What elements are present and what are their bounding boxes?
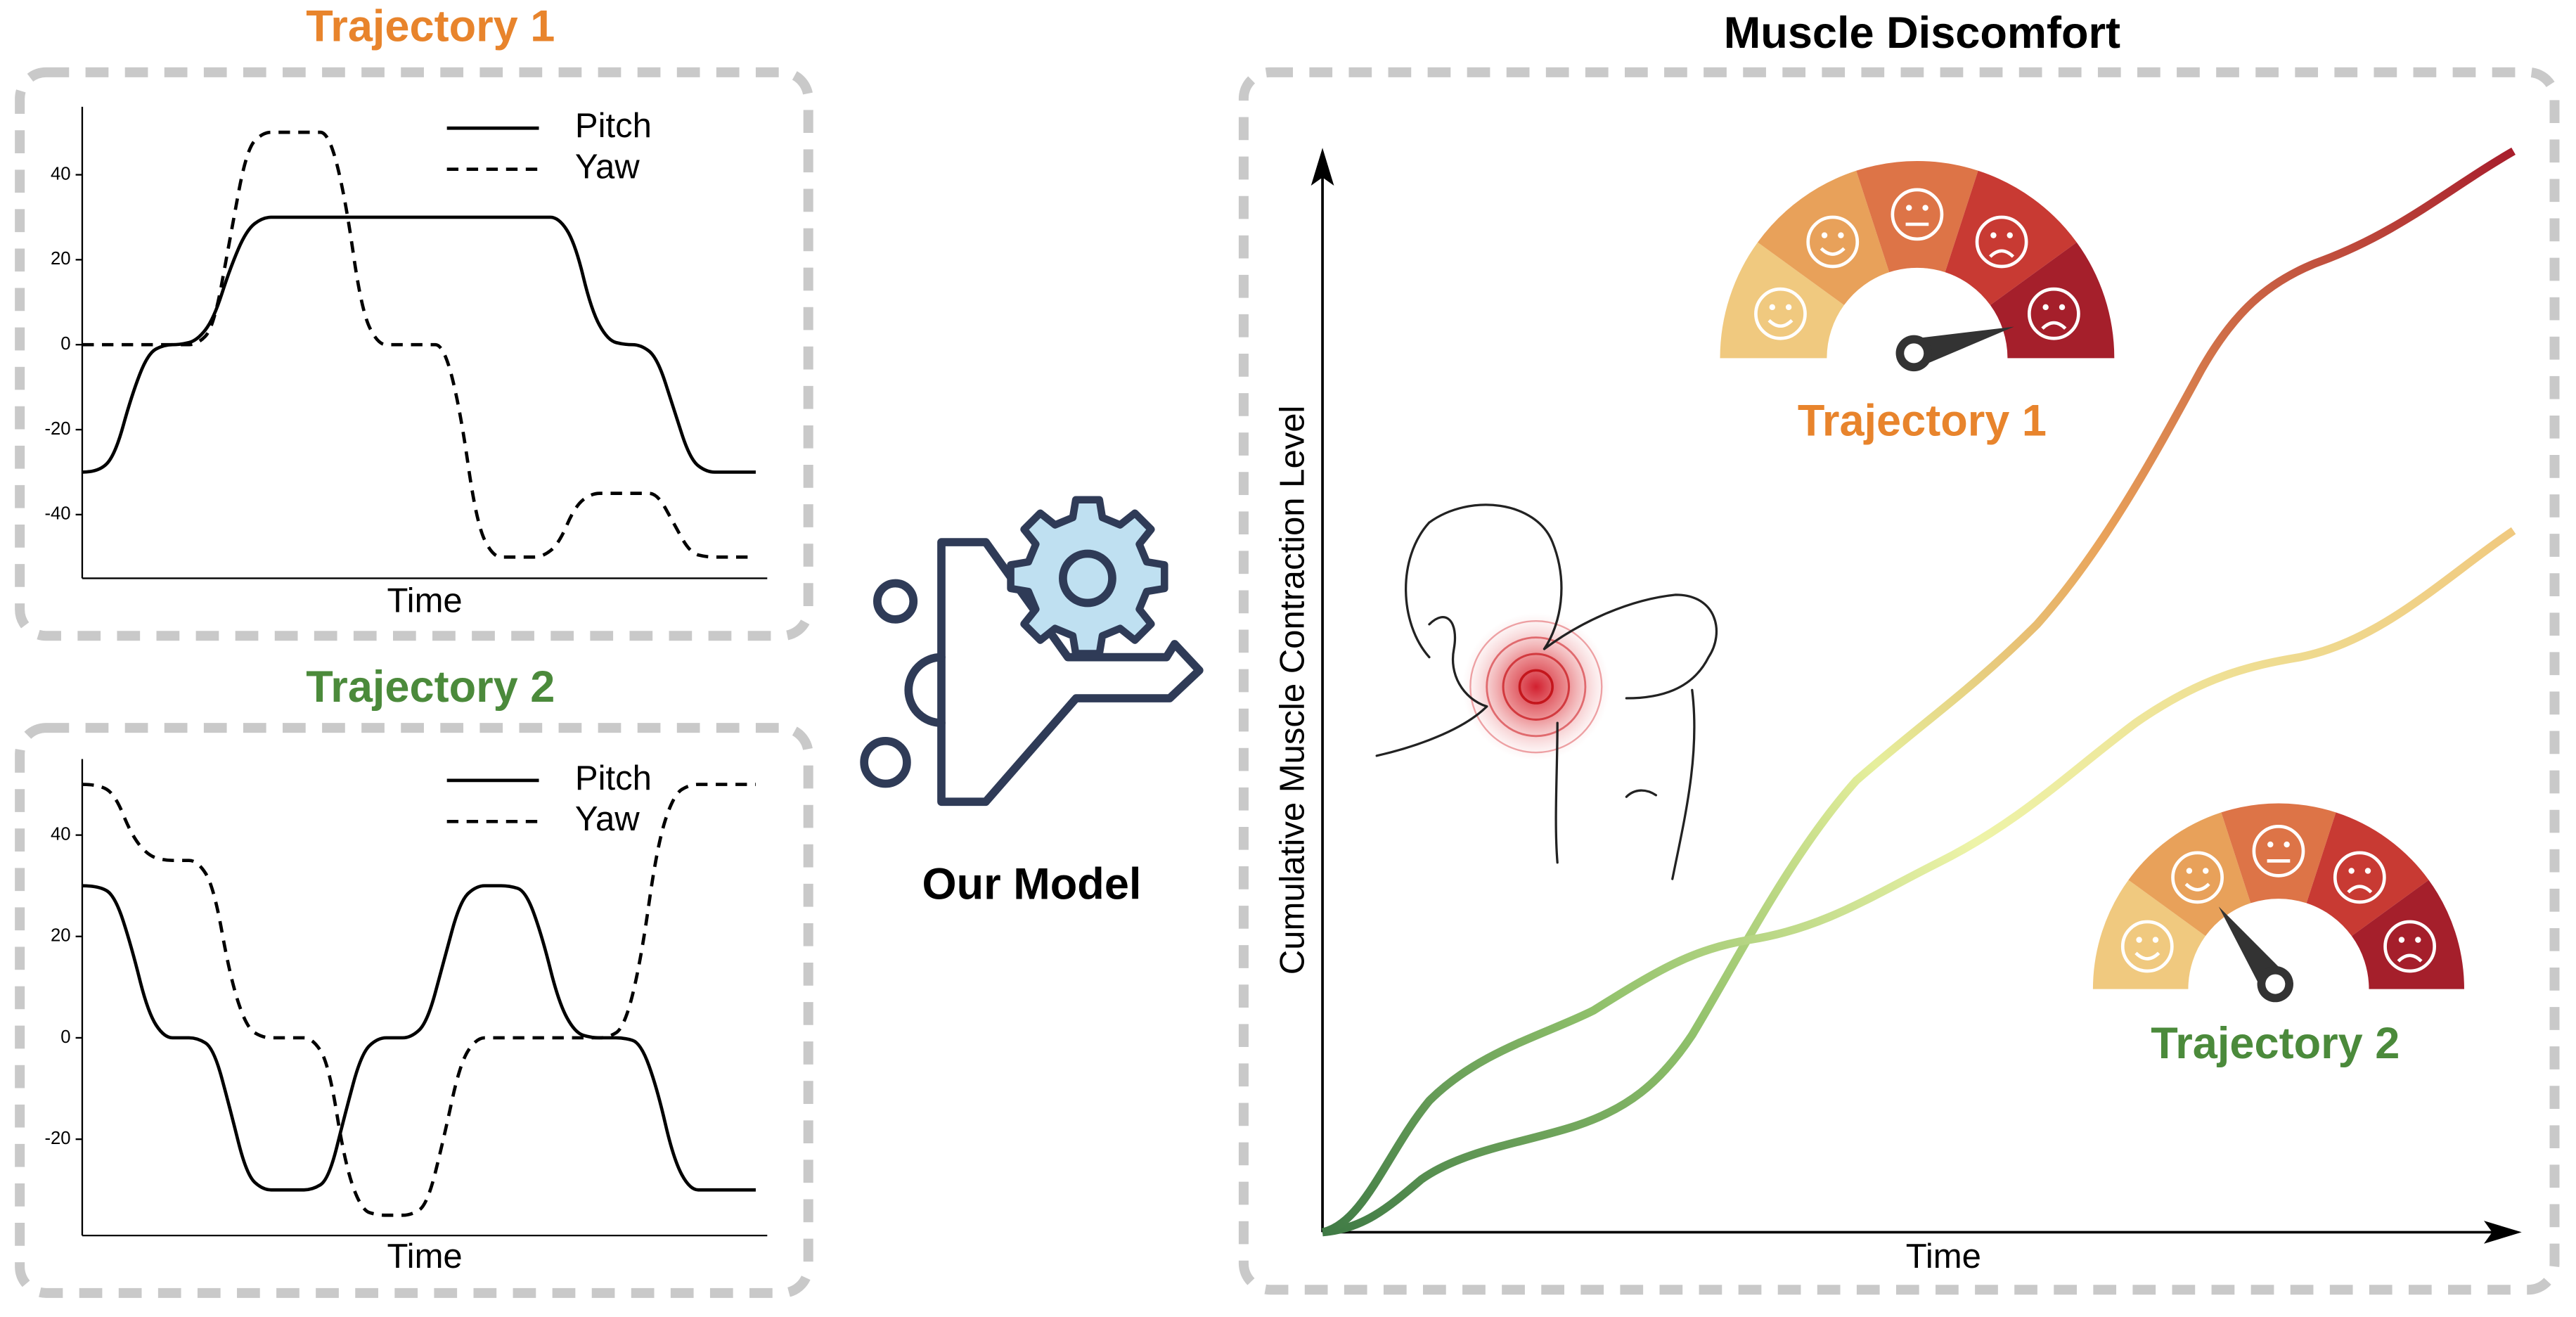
- gauge: [2092, 803, 2464, 1003]
- face-eye: [2398, 937, 2405, 943]
- y-tick-label: -40: [44, 504, 70, 524]
- model-label: Our Model: [922, 859, 1142, 908]
- face-mouth: [2397, 953, 2423, 963]
- x-axis-label: Time: [387, 582, 463, 619]
- face-mouth: [1767, 319, 1793, 328]
- face: [2333, 851, 2386, 904]
- y-tick-label: 20: [51, 926, 71, 946]
- face-eye: [2136, 937, 2142, 943]
- gauge-pivot: [2265, 974, 2286, 994]
- gauge-segment: [2092, 880, 2205, 989]
- panel-border: [15, 723, 813, 1298]
- face: [2383, 920, 2437, 973]
- gauge-label: Trajectory 1: [1798, 396, 2047, 445]
- face-eye: [2042, 304, 2049, 311]
- y-tick-label: 20: [51, 249, 71, 269]
- gauge-segment: [1720, 242, 1844, 359]
- arrow-head: [1310, 148, 1334, 186]
- gauge-segment: [2128, 812, 2251, 937]
- face-eye: [2415, 937, 2421, 943]
- gauge-segment: [1990, 242, 2115, 359]
- x-axis-label: Time: [1906, 1238, 1981, 1276]
- arrow-head: [2484, 1221, 2522, 1244]
- face: [1806, 215, 1860, 269]
- series-line: [82, 884, 756, 1192]
- face-eye: [1990, 232, 1997, 238]
- face-eye: [1785, 304, 1792, 311]
- face: [1891, 188, 1944, 241]
- series-line: [82, 215, 756, 474]
- panel-title: Muscle Discomfort: [1724, 8, 2120, 58]
- face-mouth: [2347, 885, 2373, 894]
- y-axis-label: Cumulative Muscle Contraction Level: [1273, 406, 1311, 975]
- gauge-segment: [2221, 803, 2336, 904]
- face-eye: [1821, 232, 1828, 238]
- face: [2252, 824, 2305, 878]
- chart-title: Trajectory 1: [306, 2, 555, 51]
- face: [1975, 215, 2028, 269]
- gauge-segment: [2351, 880, 2464, 989]
- face: [1754, 287, 1807, 340]
- face-mouth: [2134, 951, 2160, 961]
- panel-border: [1238, 67, 2560, 1295]
- gauge-pivot: [1904, 343, 1924, 364]
- face: [2171, 851, 2224, 904]
- trajectory-curve: [1322, 147, 2516, 1237]
- gauge-segment: [1856, 161, 1978, 273]
- face-eye: [2186, 868, 2193, 874]
- face-eye: [2348, 868, 2355, 874]
- y-tick-label: 0: [60, 1027, 70, 1047]
- gauge: [1720, 161, 2115, 372]
- face-mouth: [1989, 249, 2015, 258]
- y-tick-label: -20: [44, 1129, 70, 1148]
- face-eye: [2267, 841, 2274, 848]
- gauge-segment: [2306, 812, 2429, 937]
- legend-label: Pitch: [575, 107, 652, 145]
- face-mouth: [2184, 882, 2210, 892]
- face-eye: [2059, 304, 2066, 311]
- face-eye: [2284, 841, 2290, 848]
- chart-title: Trajectory 2: [306, 662, 555, 712]
- face: [2027, 287, 2080, 340]
- y-tick-label: 0: [60, 334, 70, 354]
- trajectory-curve: [1321, 527, 2516, 1237]
- face-eye: [2203, 868, 2209, 874]
- panel-border: [15, 67, 813, 641]
- face-eye: [1906, 205, 1912, 211]
- y-tick-label: 40: [51, 164, 71, 184]
- model-icon: [860, 496, 1204, 807]
- face-eye: [2007, 232, 2013, 238]
- face-eye: [1922, 205, 1928, 211]
- x-axis-label: Time: [387, 1238, 463, 1276]
- y-tick-label: -20: [44, 419, 70, 439]
- series-line: [82, 783, 756, 1217]
- legend-label: Pitch: [575, 759, 652, 797]
- neck-pain-illustration: [1375, 503, 1718, 880]
- gauge-label: Trajectory 2: [2151, 1019, 2400, 1068]
- legend-label: Yaw: [575, 800, 640, 838]
- legend-label: Yaw: [575, 148, 640, 186]
- face-eye: [2364, 868, 2371, 874]
- face-mouth: [1820, 247, 1846, 256]
- series-line: [82, 130, 756, 559]
- face-mouth: [2041, 321, 2067, 330]
- y-tick-label: 40: [51, 824, 71, 844]
- face-eye: [2152, 937, 2159, 943]
- gauge-needle: [1909, 326, 2014, 368]
- face-eye: [1769, 304, 1775, 311]
- face-eye: [1838, 232, 1844, 238]
- face: [2120, 920, 2174, 973]
